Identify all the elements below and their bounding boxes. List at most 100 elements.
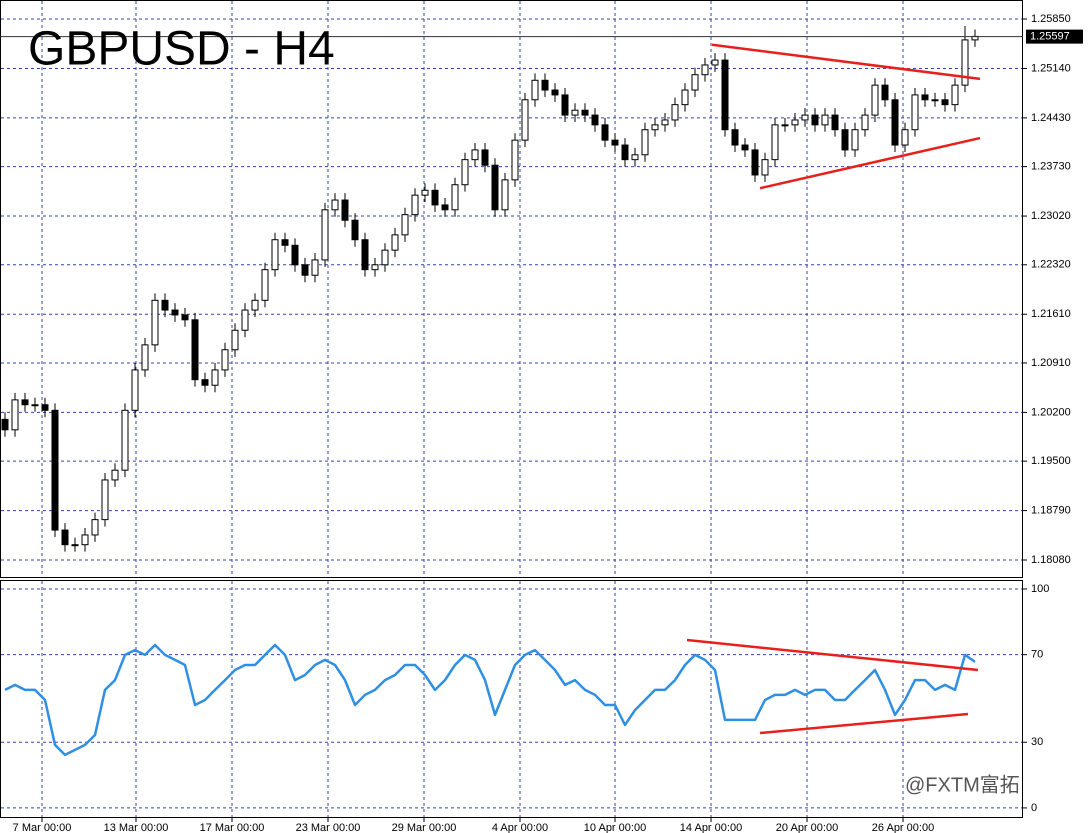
candle-body xyxy=(11,399,19,431)
y-tick-label: 1.18080 xyxy=(1031,554,1071,566)
y-tick-label: 1.23730 xyxy=(1031,161,1071,173)
candle-body xyxy=(71,544,79,547)
x-tick-label: 20 Apr 00:00 xyxy=(776,822,838,833)
candle-body xyxy=(751,149,759,176)
candle-body xyxy=(321,209,329,261)
candle-body xyxy=(811,114,819,126)
candle-body xyxy=(51,409,59,531)
candle-body xyxy=(511,139,519,181)
trendline xyxy=(686,638,979,672)
candle-body xyxy=(291,244,299,266)
candle-body xyxy=(161,299,169,311)
candle-body xyxy=(341,199,349,221)
y-tick-label: 1.19500 xyxy=(1031,455,1071,467)
y-tick-label: 1.18790 xyxy=(1031,504,1071,516)
candle-body xyxy=(921,94,929,101)
candle-body xyxy=(141,344,149,371)
candle-body xyxy=(231,329,239,351)
candle-body xyxy=(691,74,699,91)
candle-body xyxy=(611,139,619,146)
y-tick-label: 0 xyxy=(1031,802,1037,814)
candle-body xyxy=(181,314,189,321)
candle-body xyxy=(631,154,639,161)
candle-body xyxy=(121,409,129,471)
candle-body xyxy=(381,249,389,266)
candle-body xyxy=(261,269,269,301)
y-tick-label: 1.20200 xyxy=(1031,406,1071,418)
candle-body xyxy=(281,239,289,246)
candle-body xyxy=(651,124,659,131)
candle-body xyxy=(621,144,629,161)
candle-body xyxy=(21,399,29,406)
candle-body xyxy=(251,299,259,311)
candle-body xyxy=(561,94,569,116)
candle-body xyxy=(431,189,439,206)
candle-body xyxy=(201,379,209,386)
candle-body xyxy=(451,184,459,211)
candle-body xyxy=(701,64,709,76)
candle-body xyxy=(411,194,419,216)
candle-body xyxy=(311,259,319,276)
candle-body xyxy=(491,164,499,211)
candle-body xyxy=(541,79,549,91)
candle-body xyxy=(801,114,809,121)
y-tick-label: 1.20910 xyxy=(1031,357,1071,369)
candle-body xyxy=(771,124,779,161)
candle-body xyxy=(301,264,309,276)
candle-body xyxy=(551,89,559,96)
candle-body xyxy=(151,299,159,346)
candle-body xyxy=(331,199,339,211)
price-panel-frame xyxy=(0,0,1023,578)
candle-body xyxy=(521,99,529,141)
candle-body xyxy=(661,119,669,126)
trendline xyxy=(759,712,969,735)
candle-body xyxy=(1,418,9,431)
y-tick-label: 1.25140 xyxy=(1031,62,1071,74)
x-tick-label: 13 Mar 00:00 xyxy=(104,822,169,833)
x-tick-label: 7 Mar 00:00 xyxy=(13,822,72,833)
candle-body xyxy=(941,99,949,106)
x-tick-label: 26 Apr 00:00 xyxy=(872,822,934,833)
candle-body xyxy=(81,534,89,546)
y-tick-label: 1.25850 xyxy=(1031,13,1071,25)
candle-body xyxy=(421,189,429,196)
candle-body xyxy=(371,264,379,271)
y-tick-label: 1.24430 xyxy=(1031,112,1071,124)
candle-body xyxy=(951,84,959,106)
candle-body xyxy=(731,129,739,146)
candle-body xyxy=(671,104,679,121)
candle-body xyxy=(891,99,899,146)
y-tick-label: 100 xyxy=(1031,583,1049,595)
candle-body xyxy=(31,404,39,407)
candle-body xyxy=(241,309,249,331)
rsi-panel-frame xyxy=(0,580,1023,818)
candle-body xyxy=(741,144,749,151)
candle-body xyxy=(441,204,449,211)
candle-body xyxy=(61,529,69,546)
candle-body xyxy=(831,114,839,131)
candle-body xyxy=(351,219,359,241)
rsi-line xyxy=(4,643,976,757)
candle-body xyxy=(211,369,219,386)
candle-body xyxy=(401,214,409,236)
candle-body xyxy=(861,114,869,131)
candle-body xyxy=(911,94,919,131)
x-tick-label: 14 Apr 00:00 xyxy=(680,822,742,833)
candle-body xyxy=(361,239,369,271)
x-tick-label: 29 Mar 00:00 xyxy=(392,822,457,833)
candle-body xyxy=(781,124,789,127)
candle-body xyxy=(131,369,139,411)
candle-body xyxy=(171,309,179,316)
candle-body xyxy=(571,109,579,116)
y-tick-label: 1.23020 xyxy=(1031,210,1071,222)
candle-body xyxy=(851,129,859,151)
trendline xyxy=(711,43,981,81)
watermark: @FXTM富拓 xyxy=(905,773,1020,796)
candle-body xyxy=(91,519,99,536)
candle-body xyxy=(111,469,119,481)
candle-body xyxy=(821,114,829,126)
candle-body xyxy=(901,129,909,146)
